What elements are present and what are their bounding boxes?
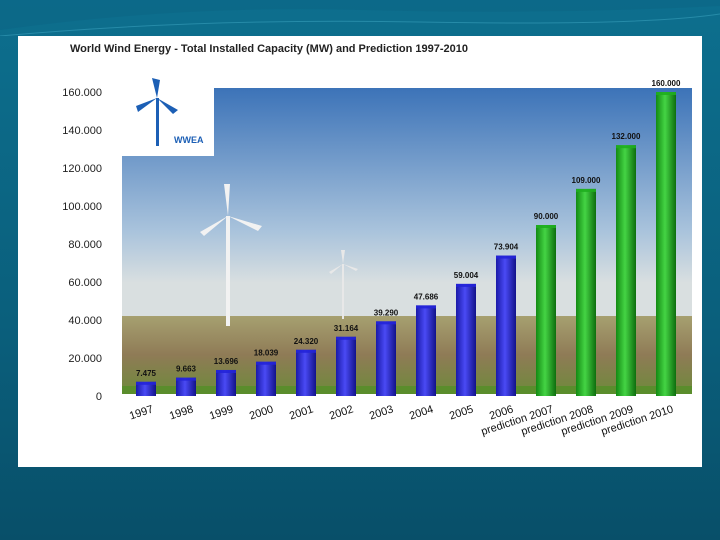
x-tick-label: 2002: [328, 403, 355, 422]
plot-background-sky: [122, 88, 692, 348]
bar-cap: [176, 377, 196, 381]
bar-cap: [656, 92, 676, 95]
bar-data-label: 18.039: [254, 349, 279, 358]
bar-data-label: 59.004: [454, 271, 479, 280]
bar-cap: [256, 361, 276, 365]
bar-cap: [496, 255, 516, 259]
bar-data-label: 47.686: [414, 292, 439, 301]
chart-title: World Wind Energy - Total Installed Capa…: [70, 43, 468, 55]
wwea-logo: WWEA: [122, 78, 214, 156]
capacity-bar-chart: World Wind Energy - Total Installed Capa…: [62, 43, 692, 438]
y-tick-label: 140.000: [62, 125, 102, 137]
bar-data-label: 73.904: [494, 243, 519, 252]
bar-data-label: 7.475: [136, 369, 157, 378]
capacity-bar: [336, 336, 356, 396]
bar-cap: [416, 305, 436, 309]
bar-cap: [376, 321, 396, 325]
x-tick-label: 2001: [288, 403, 315, 422]
y-tick-label: 120.000: [62, 163, 102, 175]
bar-cap: [576, 188, 596, 192]
bar-data-label: 132.000: [612, 132, 641, 141]
x-tick-label: 2003: [368, 403, 395, 422]
prediction-bar: [576, 188, 596, 396]
bar-data-label: 24.320: [294, 337, 319, 346]
prediction-bar: [656, 92, 676, 396]
bar-data-label: 39.290: [374, 308, 399, 317]
wind-turbine-small: [329, 250, 358, 319]
x-tick-label: 2005: [448, 403, 475, 422]
plot-floor: [122, 386, 692, 394]
bar-data-label: 160.000: [652, 79, 681, 88]
bar-cap: [136, 381, 156, 385]
prediction-bar: [616, 145, 636, 396]
x-tick-label: 1997: [128, 403, 155, 422]
bar-data-label: 31.164: [334, 324, 359, 333]
bar-cap: [536, 225, 556, 228]
bar-cap: [296, 349, 316, 353]
x-tick-label: 2004: [408, 403, 435, 422]
capacity-bar: [416, 305, 436, 396]
x-tick-label: 1999: [208, 403, 235, 422]
bar-data-label: 109.000: [572, 176, 601, 185]
bar-cap: [336, 336, 356, 340]
y-tick-label: 160.000: [62, 87, 102, 99]
bar-data-label: 13.696: [214, 357, 239, 366]
x-tick-label: 1998: [168, 403, 195, 422]
bar-data-label: 9.663: [176, 365, 197, 374]
bar-cap: [616, 145, 636, 149]
bar-cap: [456, 283, 476, 287]
prediction-bar: [536, 225, 556, 396]
capacity-bar: [176, 377, 196, 396]
x-tick-label: 2000: [248, 403, 275, 422]
capacity-bar: [456, 283, 476, 396]
bar-cap: [216, 369, 236, 373]
turbine-logo-icon: [136, 78, 178, 146]
y-tick-label: 60.000: [68, 277, 102, 289]
y-tick-label: 20.000: [68, 353, 102, 365]
y-tick-label: 40.000: [68, 315, 102, 327]
y-tick-label: 100.000: [62, 201, 102, 213]
capacity-bar: [136, 381, 156, 396]
wind-turbine-large: [200, 184, 262, 326]
bars: 7.475 9.663 13.696 18.039 24.320 31.164 39.290…: [136, 79, 681, 396]
slide-header-swoosh: [0, 0, 720, 36]
y-tick-label: 80.000: [68, 239, 102, 251]
y-tick-label: 0: [96, 391, 102, 403]
capacity-bar: [296, 349, 316, 396]
bar-data-label: 90.000: [534, 212, 559, 221]
plot-background-field: [122, 316, 692, 394]
chart-image: World Wind Energy - Total Installed Capa…: [18, 36, 702, 467]
capacity-bar: [216, 369, 236, 396]
x-axis: 1997 1998 1999 2000 2001 2002 2003 2004 2005 2006…: [128, 403, 675, 438]
logo-text: WWEA: [174, 135, 204, 145]
y-axis: 0 20.000 40.000 60.000 80.000 100.000 120.000 1…: [62, 87, 102, 403]
capacity-bar: [256, 361, 276, 396]
capacity-bar: [376, 321, 396, 396]
capacity-bar: [496, 255, 516, 396]
